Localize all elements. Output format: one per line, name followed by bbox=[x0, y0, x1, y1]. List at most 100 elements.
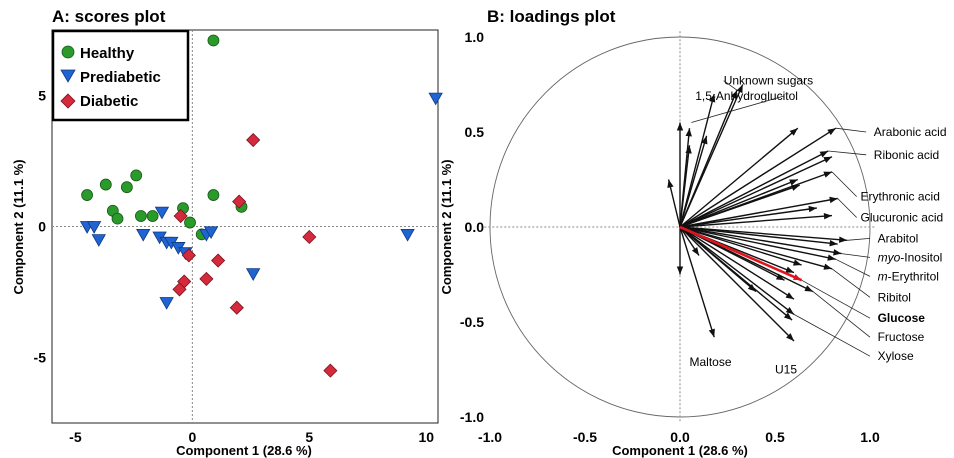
scores-points bbox=[79, 34, 443, 378]
scores-point-prediabetic bbox=[246, 268, 261, 281]
scores-point-prediabetic bbox=[400, 228, 415, 242]
label-leader-line bbox=[691, 95, 785, 123]
loading-vector bbox=[679, 127, 799, 228]
legend-prediabetic-marker bbox=[60, 69, 76, 83]
scores-tick-labels: -5 0 5 10 -5 0 5 bbox=[34, 88, 435, 446]
label-leader-line bbox=[841, 253, 871, 258]
scores-legend-box bbox=[51, 29, 190, 122]
scores-point-diabetic bbox=[211, 253, 226, 268]
scores-point-diabetic bbox=[173, 208, 188, 224]
loadings-ytick-label: -1.0 bbox=[460, 409, 484, 425]
label-leader-line bbox=[828, 150, 867, 156]
loading-vector bbox=[679, 178, 799, 228]
loadings-plot-panel: B: loadings plot -1.0 -0.5 0.0 0.5 1.0 -1.0 -0… bbox=[439, 7, 947, 458]
loadings-xlabel: Component 1 (28.6 %) bbox=[612, 443, 748, 458]
legend-healthy-marker bbox=[61, 45, 75, 59]
label-leader-line bbox=[837, 198, 857, 218]
label-leader-line bbox=[812, 291, 871, 338]
scores-point-prediabetic bbox=[91, 234, 106, 247]
loading-vector bbox=[676, 227, 684, 275]
loading-vector bbox=[679, 171, 833, 228]
scores-point-prediabetic bbox=[136, 228, 151, 242]
scores-point-healthy bbox=[134, 210, 147, 222]
loading-vector bbox=[679, 226, 836, 261]
loadings-ytick-label: 0.0 bbox=[465, 219, 485, 235]
scores-xtick-label: 10 bbox=[419, 429, 435, 445]
loading-vector bbox=[679, 226, 700, 256]
scores-point-diabetic bbox=[232, 194, 247, 209]
loading-vector bbox=[679, 226, 838, 247]
loading-vector bbox=[679, 145, 692, 228]
loading-vector bbox=[679, 226, 848, 243]
scores-point-diabetic bbox=[229, 300, 244, 315]
loading-vector bbox=[679, 226, 795, 300]
loadings-tick-labels: -1.0 -0.5 0.0 0.5 1.0 -1.0 -0.5 0.0 0.5 1.0 bbox=[460, 29, 880, 445]
loadings-xtick-label: 0.5 bbox=[765, 429, 785, 445]
variable-label: Glucuronic acid bbox=[861, 211, 944, 225]
variable-label: Glucose bbox=[878, 311, 926, 325]
loadings-xtick-label: 0.0 bbox=[670, 429, 690, 445]
loading-vector bbox=[679, 213, 833, 228]
loadings-ytick-label: 1.0 bbox=[465, 29, 485, 45]
legend-diabetic-marker bbox=[60, 93, 76, 109]
variable-label: U15 bbox=[775, 363, 797, 377]
loading-vector bbox=[679, 150, 829, 228]
label-leader-line bbox=[835, 258, 871, 277]
scores-point-healthy bbox=[207, 189, 220, 201]
loading-vector bbox=[679, 226, 842, 256]
variable-label: Fructose bbox=[878, 330, 925, 344]
scores-plot-title: A: scores plot bbox=[52, 7, 166, 26]
variable-label: Ribitol bbox=[878, 290, 911, 304]
variable-label: 1,5-Anhydroglucitol bbox=[695, 89, 798, 103]
scores-point-healthy bbox=[207, 34, 220, 47]
scores-xtick-label: -5 bbox=[69, 429, 82, 445]
scores-point-healthy bbox=[184, 216, 196, 229]
label-leader-line bbox=[801, 279, 871, 319]
scores-point-prediabetic bbox=[86, 221, 102, 234]
scores-point-prediabetic bbox=[428, 92, 443, 106]
scores-point-healthy bbox=[146, 210, 159, 222]
loadings-plot-title: B: loadings plot bbox=[487, 7, 616, 26]
loading-vector bbox=[679, 226, 715, 338]
loadings-reference-lines bbox=[484, 31, 876, 423]
scores-ytick-label: -5 bbox=[34, 350, 47, 366]
label-leader-line bbox=[835, 127, 867, 133]
loading-vector bbox=[679, 226, 795, 342]
legend-prediabetic-label: Prediabetic bbox=[80, 69, 161, 86]
loading-vector bbox=[676, 122, 684, 227]
scores-point-diabetic bbox=[181, 248, 196, 263]
scores-point-healthy bbox=[130, 169, 143, 182]
loading-vector-glucose bbox=[679, 225, 803, 282]
variable-label: m-Erythritol bbox=[878, 269, 939, 283]
scores-point-diabetic bbox=[302, 229, 317, 245]
variable-label: Ribonic acid bbox=[874, 148, 939, 162]
variable-label: Maltose bbox=[690, 355, 732, 369]
scores-ytick-label: 0 bbox=[38, 219, 46, 235]
scores-point-healthy bbox=[99, 178, 112, 191]
loadings-ylabel: Component 2 (11.1 %) bbox=[439, 159, 454, 294]
variable-label: Arabitol bbox=[878, 231, 919, 245]
variable-label: myo-Inositol bbox=[878, 250, 943, 264]
scores-point-diabetic bbox=[246, 132, 261, 148]
label-leader-line bbox=[723, 80, 738, 91]
legend-healthy-label: Healthy bbox=[80, 45, 135, 62]
label-leader-line bbox=[847, 238, 871, 241]
loading-vector bbox=[679, 127, 837, 228]
loading-vector bbox=[679, 226, 793, 321]
variable-label: Arabonic acid bbox=[874, 125, 947, 139]
scores-point-prediabetic bbox=[159, 297, 174, 310]
loadings-xtick-label: -1.0 bbox=[478, 429, 502, 445]
loading-vector bbox=[679, 226, 795, 315]
label-leader-line bbox=[831, 171, 857, 197]
scores-ylabel: Component 2 (11.1 %) bbox=[11, 159, 26, 294]
loadings-ytick-label: 0.5 bbox=[465, 124, 485, 140]
label-leader-line bbox=[831, 268, 871, 298]
loading-vector bbox=[679, 93, 716, 228]
scores-point-diabetic bbox=[199, 271, 214, 286]
loading-vector bbox=[679, 156, 833, 228]
loading-vector bbox=[679, 84, 744, 228]
label-leader-line bbox=[793, 314, 871, 357]
variable-label: Erythronic acid bbox=[861, 190, 940, 204]
loadings-ytick-label: -0.5 bbox=[460, 314, 484, 330]
